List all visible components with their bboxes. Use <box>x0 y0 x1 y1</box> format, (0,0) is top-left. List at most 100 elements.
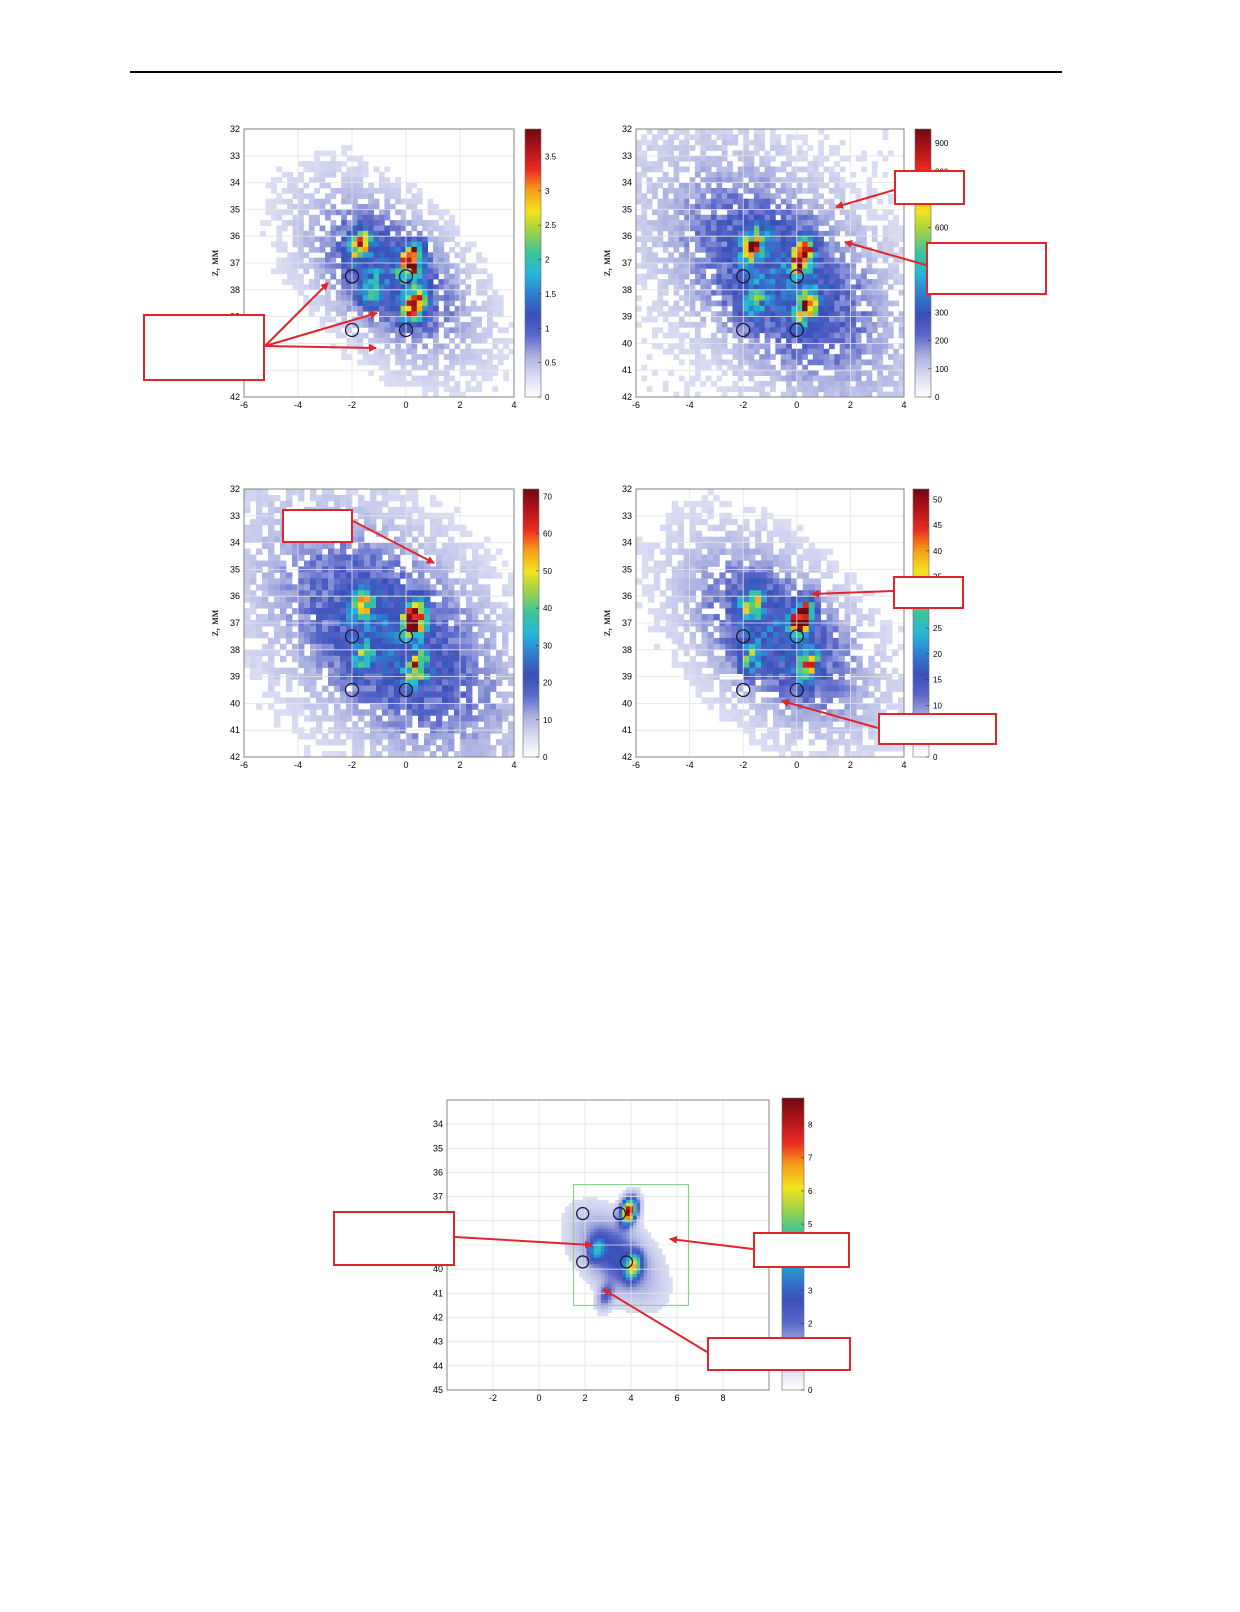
x-tick-label: 2 <box>848 760 853 770</box>
x-tick-label: -2 <box>739 400 747 410</box>
y-tick-label: 36 <box>622 231 632 241</box>
colorbar-tick-label: 50 <box>543 567 552 576</box>
target-circle <box>398 322 414 338</box>
x-tick-label: 0 <box>536 1393 541 1403</box>
x-tick-label: 2 <box>457 760 462 770</box>
y-tick-label: 34 <box>230 538 240 548</box>
colorbar-tick-label: 200 <box>935 337 949 346</box>
colorbar <box>912 488 930 758</box>
y-tick-label: 35 <box>622 204 632 214</box>
y-tick-label: 40 <box>622 698 632 708</box>
y-tick-label: 43 <box>433 1337 443 1347</box>
axes-frame <box>243 488 515 758</box>
colorbar-tick-label: 45 <box>933 521 942 530</box>
x-tick-label: 4 <box>901 400 906 410</box>
y-tick-label: 37 <box>433 1192 443 1202</box>
target-circle <box>398 629 414 644</box>
colorbar-tick-label: 100 <box>935 365 949 374</box>
y-tick-label: 32 <box>622 484 632 494</box>
y-tick-label: 33 <box>230 511 240 521</box>
colorbar-tick-label: 3 <box>808 1286 813 1295</box>
y-tick-label: 32 <box>622 124 632 134</box>
y-tick-label: 35 <box>230 204 240 214</box>
target-circle <box>344 629 360 644</box>
x-tick-label: -6 <box>632 400 640 410</box>
colorbar-tick-label: 0 <box>808 1386 813 1395</box>
x-tick-label: 8 <box>720 1393 725 1403</box>
y-tick-label: 32 <box>230 124 240 134</box>
y-tick-label: 41 <box>433 1288 443 1298</box>
y-tick-label: 35 <box>622 564 632 574</box>
x-tick-label: -4 <box>686 400 694 410</box>
y-tick-label: 36 <box>622 591 632 601</box>
target-circle <box>344 269 360 284</box>
colorbar-tick-label: 2 <box>545 256 550 265</box>
y-tick-label: 34 <box>433 1119 443 1129</box>
colorbar-tick-label: 0 <box>545 393 550 402</box>
y-tick-label: 42 <box>622 392 632 402</box>
callout-box-d1 <box>893 576 964 609</box>
colorbar-tick-label: 60 <box>543 530 552 539</box>
colorbar-tick-label: 10 <box>933 701 942 710</box>
y-tick-label: 40 <box>622 338 632 348</box>
y-tick-label: 33 <box>622 511 632 521</box>
x-tick-label: -2 <box>348 760 356 770</box>
x-tick-label: 2 <box>848 400 853 410</box>
colorbar-tick-label: 20 <box>933 650 942 659</box>
y-tick-label: 37 <box>622 258 632 268</box>
y-tick-label: 33 <box>622 151 632 161</box>
colorbar-tick-label: 70 <box>543 492 552 501</box>
y-tick-label: 42 <box>230 752 240 762</box>
target-circle <box>736 629 751 644</box>
x-tick-label: 4 <box>628 1393 633 1403</box>
y-tick-label: 40 <box>230 698 240 708</box>
target-circle <box>344 682 360 698</box>
heatmap-panel-b: -6 -4 -2 0 2 4 32 33 34 35 36 37 38 39 40 41 42 z, мм 0 100… <box>599 124 949 410</box>
y-tick-label: 36 <box>230 591 240 601</box>
colorbar-tick-label: 3.5 <box>545 152 557 161</box>
colorbar-tick-label: 6 <box>808 1187 813 1196</box>
y-tick-label: 35 <box>433 1143 443 1153</box>
x-tick-label: 0 <box>403 760 408 770</box>
colorbar <box>522 488 540 758</box>
callout-box-a <box>143 314 265 381</box>
y-tick-label: 35 <box>230 564 240 574</box>
colorbar-tick-label: 40 <box>543 604 552 613</box>
x-tick-label: 4 <box>511 760 516 770</box>
x-tick-label: -6 <box>240 760 248 770</box>
y-tick-label: 41 <box>230 725 240 735</box>
y-tick-label: 39 <box>622 672 632 682</box>
target-circle <box>398 682 414 698</box>
x-tick-label: -4 <box>686 760 694 770</box>
colorbar-tick-label: 0 <box>935 393 940 402</box>
y-tick-label: 38 <box>622 645 632 655</box>
colorbar-tick-label: 10 <box>543 716 552 725</box>
x-tick-label: -4 <box>294 400 302 410</box>
target-circle <box>576 1206 590 1221</box>
heatmap-panel-c: -6 -4 -2 0 2 4 32 33 34 35 36 37 38 39 40 41 42 z, мм 0 10 2… <box>207 484 552 770</box>
colorbar-tick-label: 25 <box>933 624 942 633</box>
target-circle <box>612 1206 627 1221</box>
y-tick-label: 33 <box>230 151 240 161</box>
colorbar-tick-label: 300 <box>935 308 949 317</box>
colorbar-tick-label: 20 <box>543 679 552 688</box>
heatmap-cells <box>636 129 904 397</box>
colorbar-tick-label: 5 <box>808 1220 813 1229</box>
colorbar <box>524 128 542 398</box>
y-axis-label: z, мм <box>207 249 221 276</box>
y-tick-label: 38 <box>230 285 240 295</box>
y-tick-label: 32 <box>230 484 240 494</box>
axes-frame <box>243 128 515 398</box>
y-axis-label: z, мм <box>599 609 613 636</box>
y-tick-label: 37 <box>230 258 240 268</box>
y-tick-label: 42 <box>622 752 632 762</box>
target-circle <box>576 1255 590 1269</box>
y-tick-label: 36 <box>433 1168 443 1178</box>
y-axis-label: z, мм <box>207 609 221 636</box>
x-tick-label: -4 <box>294 760 302 770</box>
header-rule <box>130 71 1062 73</box>
y-tick-label: 41 <box>622 365 632 375</box>
colorbar-tick-label: 3 <box>545 187 550 196</box>
target-circle <box>789 682 804 698</box>
y-axis-label: z, мм <box>599 249 613 276</box>
